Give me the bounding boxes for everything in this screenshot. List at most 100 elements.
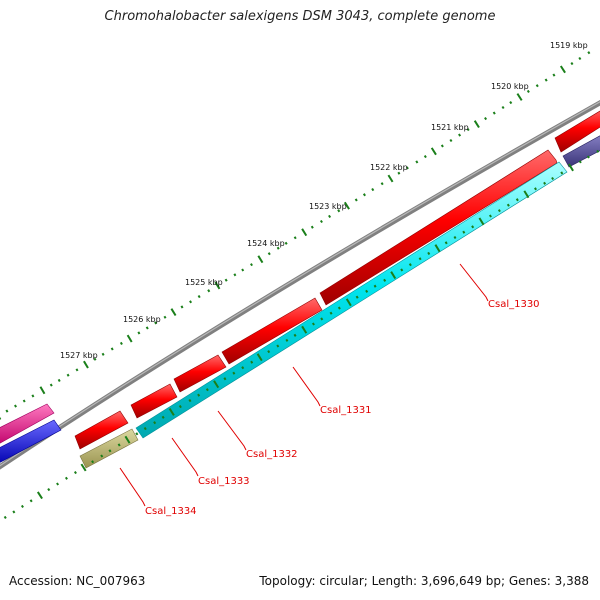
gene-csal-1333-forward[interactable]: [130, 383, 178, 419]
ruler-minor-tick: [267, 350, 271, 354]
ruler-minor-tick: [596, 149, 600, 153]
ruler-minor-tick: [154, 321, 158, 325]
ruler-minor-tick: [250, 360, 254, 364]
ruler-major-tick: [36, 491, 43, 500]
gene-red-partial[interactable]: [554, 108, 600, 153]
ruler-minor-tick: [14, 404, 17, 408]
leader-csal-1333: [171, 437, 199, 477]
gene-purple[interactable]: [562, 133, 600, 168]
ruler-label: 1525 kbp: [185, 278, 223, 287]
ruler-label: 1526 kbp: [123, 315, 161, 324]
ruler-major-tick: [256, 353, 263, 362]
gene-csal-1332-forward[interactable]: [173, 354, 227, 393]
ruler-minor-tick: [488, 214, 492, 218]
ruler-minor-tick: [180, 305, 184, 309]
ruler-minor-tick: [100, 454, 104, 458]
gene-olive[interactable]: [79, 428, 139, 469]
ruler-minor-tick: [91, 460, 95, 464]
ruler-major-tick: [257, 255, 264, 264]
ruler-label: 1523 kbp: [309, 202, 347, 211]
ruler-minor-tick: [400, 268, 404, 272]
ruler-minor-tick: [329, 311, 333, 315]
ruler-label: 1522 kbp: [370, 163, 408, 172]
ruler-minor-tick: [197, 393, 201, 397]
ruler-minor-tick: [509, 101, 513, 105]
ruler-minor-tick: [110, 347, 114, 351]
gene-csal-1330-forward[interactable]: [319, 149, 558, 306]
ruler-minor-tick: [578, 56, 582, 61]
gene-csal-1334-forward[interactable]: [74, 410, 129, 450]
ruler-minor-tick: [145, 326, 149, 330]
gene-csal-1331-forward[interactable]: [221, 297, 323, 365]
gene-blue[interactable]: [0, 419, 62, 465]
ruler-minor-tick: [47, 488, 51, 492]
gene-label[interactable]: Csal_1334: [145, 506, 197, 517]
ruler-major-tick: [170, 308, 177, 317]
ruler-label: 1521 kbp: [431, 123, 469, 132]
ruler-minor-tick: [371, 187, 375, 192]
ruler-minor-tick: [119, 341, 123, 345]
ruler-minor-tick: [453, 235, 457, 240]
ruler-minor-tick: [56, 482, 60, 486]
ruler-major-tick: [434, 244, 441, 253]
ruler-minor-tick: [31, 394, 35, 398]
outer-ruler: [0, 51, 591, 420]
gene-labels: Csal_1330 Csal_1331 Csal_1332 Csal_1333 …: [145, 299, 540, 517]
ruler-minor-tick: [405, 166, 409, 170]
ruler-major-tick: [343, 201, 350, 210]
ruler-major-tick: [80, 463, 87, 472]
ruler-minor-tick: [551, 176, 555, 181]
gene-label[interactable]: Csal_1332: [246, 449, 298, 460]
ruler-labels: 1519 kbp 1520 kbp 1521 kbp 1522 kbp 1523…: [60, 41, 588, 360]
gene-label[interactable]: Csal_1333: [198, 476, 250, 487]
ruler-major-tick: [430, 147, 437, 156]
ruler-minor-tick: [587, 51, 591, 55]
ruler-minor-tick: [108, 449, 112, 453]
ruler-minor-tick: [101, 352, 105, 356]
ruler-minor-tick: [161, 415, 165, 419]
ruler-minor-tick: [415, 160, 419, 164]
ruler-minor-tick: [534, 187, 537, 191]
inner-ruler: [3, 149, 600, 519]
ruler-minor-tick: [427, 251, 431, 256]
ruler-minor-tick: [484, 117, 488, 121]
ruler-minor-tick: [543, 181, 547, 185]
ruler-minor-tick: [178, 404, 182, 409]
map-title: Chromohalobacter salexigens DSM 3043, co…: [104, 9, 496, 24]
ruler-minor-tick: [506, 203, 510, 207]
gene-magenta[interactable]: [0, 403, 55, 446]
ruler-minor-tick: [241, 366, 245, 370]
ruler-minor-tick: [224, 278, 228, 282]
ruler-minor-tick: [73, 471, 77, 475]
forward-strand-genes: [74, 108, 600, 450]
ruler-minor-tick: [293, 236, 297, 240]
ruler-minor-tick: [449, 138, 453, 143]
ruler-minor-tick: [408, 263, 412, 267]
ruler-label: 1520 kbp: [491, 82, 529, 91]
gene-cds-cyan[interactable]: [135, 161, 568, 439]
gene-label[interactable]: Csal_1330: [488, 299, 540, 310]
ruler-minor-tick: [163, 315, 167, 319]
gene-label[interactable]: Csal_1331: [320, 405, 372, 416]
ruler-minor-tick: [311, 322, 315, 326]
ruler-minor-tick: [22, 399, 26, 403]
ruler-minor-tick: [137, 331, 141, 335]
ruler-minor-tick: [578, 160, 582, 164]
ruler-minor-tick: [57, 378, 61, 382]
ruler-minor-tick: [285, 338, 289, 342]
ruler-minor-tick: [354, 198, 358, 202]
leader-csal-1332: [217, 410, 247, 451]
ruler-major-tick: [473, 120, 480, 129]
ruler-minor-tick: [373, 284, 377, 288]
ruler-minor-tick: [233, 273, 237, 277]
ruler-minor-tick: [29, 499, 33, 503]
ruler-minor-tick: [462, 230, 466, 234]
ruler-minor-tick: [319, 219, 323, 224]
ruler-major-tick: [214, 281, 221, 290]
ruler-major-tick: [516, 93, 523, 101]
ruler-minor-tick: [205, 388, 209, 392]
ruler-major-tick: [523, 190, 530, 199]
ruler-minor-tick: [440, 144, 444, 148]
ruler-minor-tick: [12, 510, 16, 514]
ruler-minor-tick: [189, 300, 193, 304]
